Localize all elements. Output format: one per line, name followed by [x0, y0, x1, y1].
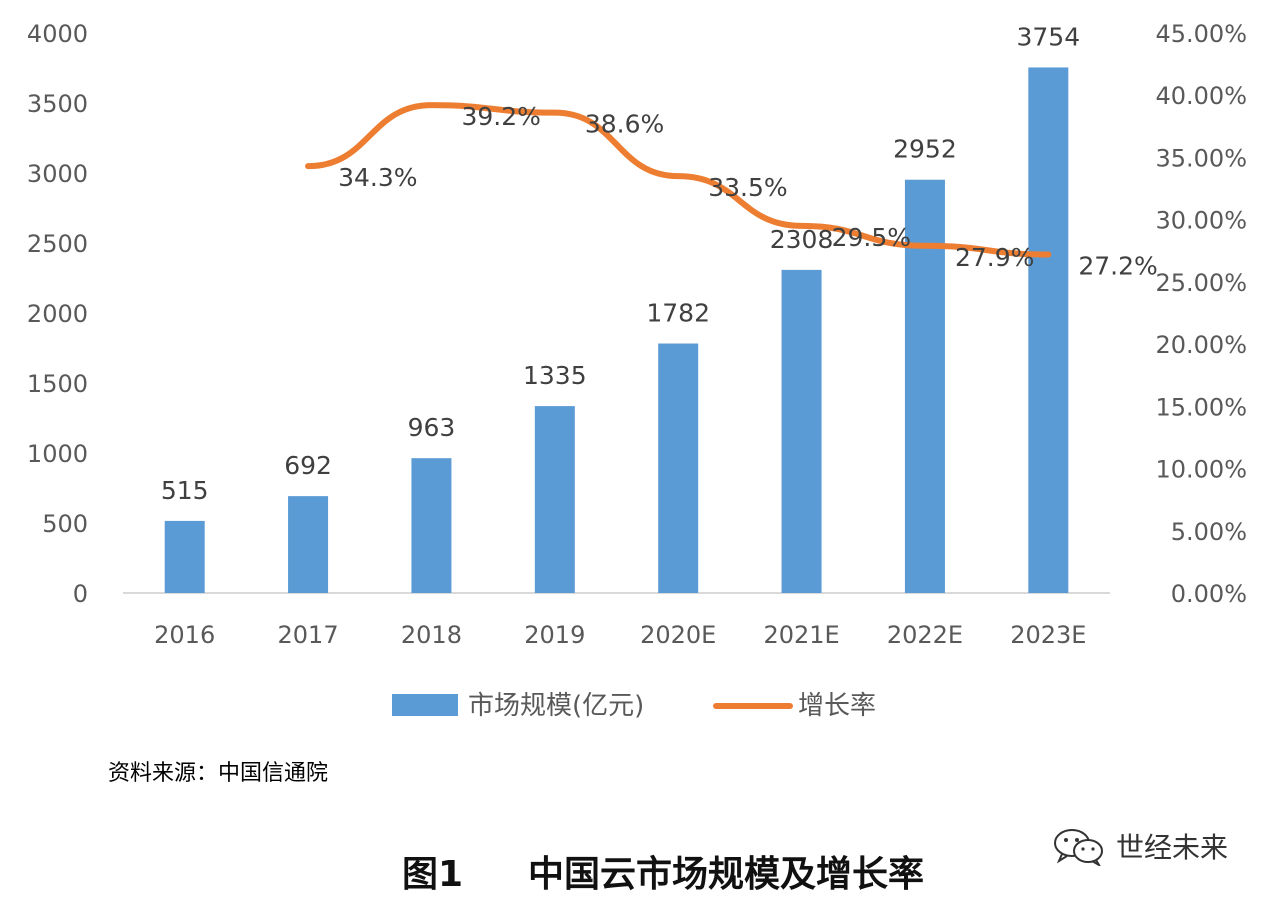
right-axis-ticks: 0.00% 5.00% 10.00% 15.00% 20.00% 25.00% 30.00%… [1155, 20, 1247, 608]
line-data-label: 34.3% [338, 163, 417, 192]
left-axis-tick-label: 2500 [27, 230, 88, 258]
left-axis-tick-label: 500 [42, 510, 88, 538]
growth-rate-line [305, 102, 1052, 258]
left-axis-tick-label: 1500 [27, 370, 88, 398]
left-axis-tick-label: 2000 [27, 300, 88, 328]
x-axis-tick-label: 2020E [640, 621, 716, 649]
bar-data-label: 2952 [893, 135, 957, 164]
bar [164, 520, 205, 593]
line-data-label: 29.5% [832, 223, 911, 252]
bar-data-label: 1335 [523, 361, 587, 390]
right-axis-tick-label: 45.00% [1155, 20, 1247, 48]
bar [288, 496, 329, 593]
watermark-text: 世经未来 [1116, 831, 1229, 864]
right-axis-tick-label: 0.00% [1171, 580, 1247, 608]
left-axis-tick-label: 1000 [27, 440, 88, 468]
x-axis-tick-label: 2017 [278, 621, 339, 649]
right-axis-tick-label: 30.00% [1155, 207, 1247, 235]
left-axis-tick-label: 3000 [27, 160, 88, 188]
bar-series [164, 67, 1069, 593]
bar [411, 458, 452, 593]
right-axis-tick-label: 35.00% [1155, 144, 1247, 172]
x-axis-tick-label: 2023E [1010, 621, 1086, 649]
left-axis-tick-label: 0 [73, 580, 88, 608]
source-note: 资料来源：中国信通院 [108, 761, 329, 786]
legend-line-label: 增长率 [798, 691, 876, 721]
x-axis-ticks: 2016 2017 2018 2019 2020E 2021E 2022E 2023E [154, 621, 1086, 649]
bar-data-label: 692 [284, 451, 332, 480]
bar [1028, 67, 1069, 593]
left-axis-tick-label: 4000 [27, 20, 88, 48]
line-data-label: 33.5% [708, 173, 787, 202]
right-axis-tick-label: 10.00% [1155, 456, 1247, 484]
bar-data-labels: 515 692 963 1335 1782 2308 2952 3754 [161, 22, 1080, 504]
bar-data-label: 1782 [646, 299, 710, 328]
wechat-icon [1052, 826, 1106, 866]
chart: 0 500 1000 1500 2000 2500 3000 3500 4000 0.00% 5.… [27, 20, 1247, 721]
bar-data-label: 2308 [770, 225, 834, 254]
figure-caption: 图1 中国云市场规模及增长率 [0, 845, 1284, 895]
line-data-label: 38.6% [585, 110, 664, 139]
bar-data-label: 3754 [1017, 22, 1081, 51]
bar [781, 269, 822, 593]
x-axis-tick-label: 2016 [154, 621, 215, 649]
bar-data-label: 963 [408, 413, 456, 442]
bar [658, 343, 699, 593]
x-axis-tick-label: 2022E [887, 621, 963, 649]
line-data-label: 27.9% [955, 243, 1034, 272]
x-axis-tick-label: 2018 [401, 621, 462, 649]
right-axis-tick-label: 5.00% [1171, 518, 1247, 546]
legend: 市场规模(亿元) 增长率 [392, 691, 876, 721]
legend-bar-swatch [392, 694, 458, 716]
left-axis-ticks: 0 500 1000 1500 2000 2500 3000 3500 4000 [27, 20, 88, 608]
bar-data-label: 515 [161, 476, 209, 505]
line-data-label: 39.2% [461, 102, 540, 131]
x-axis-tick-label: 2021E [763, 621, 839, 649]
right-axis-tick-label: 20.00% [1155, 331, 1247, 359]
left-axis-tick-label: 3500 [27, 90, 88, 118]
line-data-labels: 34.3% 39.2% 38.6% 33.5% 29.5% 27.9% 27.2% [338, 102, 1158, 280]
x-axis-tick-label: 2019 [524, 621, 585, 649]
right-axis-tick-label: 40.00% [1155, 82, 1247, 110]
legend-bar-label: 市场规模(亿元) [468, 691, 644, 721]
right-axis-tick-label: 25.00% [1155, 269, 1247, 297]
watermark: 世经未来 [1052, 824, 1228, 868]
figure-number: 图1 [402, 854, 464, 895]
right-axis-tick-label: 15.00% [1155, 393, 1247, 421]
bar [534, 406, 575, 593]
figure-title: 中国云市场规模及增长率 [528, 854, 925, 895]
line-data-label: 27.2% [1078, 252, 1157, 281]
